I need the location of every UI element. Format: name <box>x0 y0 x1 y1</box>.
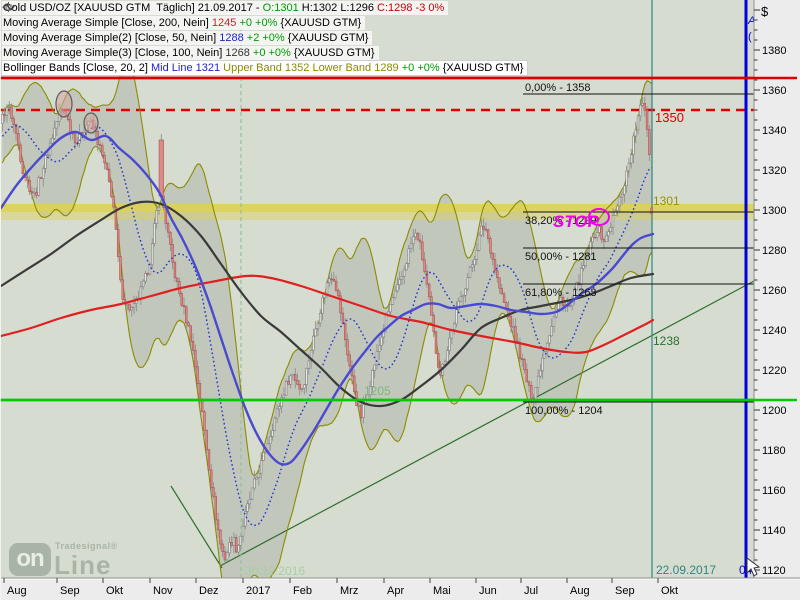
chart-price-label-1238: 1238 <box>653 334 680 348</box>
legend-row-4-part-3: +0 +0% <box>401 61 443 74</box>
sma200-line[interactable] <box>1 274 655 354</box>
legend-row-1[interactable]: Moving Average Simple [Close, 200, Nein]… <box>2 4 366 30</box>
bollinger-fill <box>2 60 652 600</box>
yellow-price-band-core <box>1 204 797 212</box>
price-tick-1140: 1140 <box>762 525 786 537</box>
legend-row-1-part-3: {XAUUSD GTM} <box>280 16 362 29</box>
time-tick-7-Mrz: Mrz <box>340 585 358 597</box>
legend-row-0-part-2: O:1301 <box>262 1 302 14</box>
legend-row-3-part-0: Moving Average Simple(3) [Close, 100, Ne… <box>3 46 226 59</box>
time-tick-5-2017: 2017 <box>246 585 270 597</box>
price-tick-1360: 1360 <box>762 85 786 97</box>
top-circle-annotation-1[interactable] <box>83 112 99 134</box>
price-tick-1280: 1280 <box>762 245 786 257</box>
blue-line-top-fragment-b: ( <box>748 31 752 43</box>
legend-row-0-part-4: L:1296 <box>340 1 378 14</box>
blue-line-top-fragment-a: A <box>747 15 755 27</box>
stop-annotation-text[interactable]: STOP <box>553 212 600 231</box>
indicator-legend: Gold USD/OZ [XAUUSD GTM Täglich] 21.09.2… <box>2 1 528 76</box>
price-axis[interactable] <box>754 0 800 578</box>
legend-row-0-part-5: C:1298 -3 0% <box>377 1 445 14</box>
time-tick-9-Mai: Mai <box>433 585 451 597</box>
rising-trendline[interactable] <box>219 280 755 567</box>
legend-row-4-part-2: Upper Band 1352 Lower Band 1289 <box>223 61 402 74</box>
price-tick-1200: 1200 <box>762 405 786 417</box>
time-tick-1-Sep: Sep <box>60 585 80 597</box>
legend-row-2-part-1: 1288 <box>219 31 247 44</box>
bollinger-mid-line <box>1 124 652 527</box>
price-tick-1340: 1340 <box>762 125 786 137</box>
time-tick-11-Jul: Jul <box>524 585 538 597</box>
legend-row-4-part-4: {XAUUSD GTM} <box>442 61 524 74</box>
price-tick-1380: 1380 <box>762 45 786 57</box>
sma100-line[interactable] <box>1 200 655 408</box>
logo-brand-text: Tradesignal® <box>55 541 118 551</box>
time-tick-2-Okt: Okt <box>106 585 123 597</box>
legend-row-0-part-3: H:1302 <box>301 1 341 14</box>
chart-price-label-1205: 1205 <box>364 384 391 398</box>
fib-level-label-1: 38,20% - 1299 <box>525 215 597 227</box>
legend-row-2-part-2: +2 +0% <box>246 31 288 44</box>
price-tick-1180: 1180 <box>762 445 786 457</box>
legend-row-3-part-2: +0 +0% <box>252 46 294 59</box>
legend-row-3-part-3: {XAUUSD GTM} <box>293 46 375 59</box>
legend-row-3-part-1: 1268 <box>225 46 253 59</box>
legend-row-4[interactable]: Bollinger Bands [Close, 20, 2] Mid Line … <box>2 4 528 75</box>
legend-row-4-part-0: Bollinger Bands [Close, 20, 2] <box>3 61 151 74</box>
time-axis[interactable] <box>1 578 800 600</box>
date-marker-solid-label: 22.09.2017 <box>656 563 716 577</box>
time-tick-13-Sep: Sep <box>615 585 635 597</box>
legend-row-2[interactable]: Moving Average Simple(2) [Close, 50, Nei… <box>2 4 373 45</box>
top-circle-annotation-0[interactable] <box>55 90 73 118</box>
price-tick-1220: 1220 <box>762 365 786 377</box>
time-tick-14-Okt: Okt <box>661 585 678 597</box>
sma50-line[interactable] <box>1 130 655 466</box>
legend-row-0-part-0: Gold USD/OZ [XAUUSD GTM Täglich] <box>3 1 198 14</box>
time-tick-0-Aug: Aug <box>7 585 27 597</box>
legend-row-2-part-3: {XAUUSD GTM} <box>287 31 369 44</box>
time-tick-3-Nov: Nov <box>153 585 173 597</box>
price-tick-1300: 1300 <box>762 205 786 217</box>
price-tick-1260: 1260 <box>762 285 786 297</box>
legend-row-3[interactable]: Moving Average Simple(3) [Close, 100, Ne… <box>2 4 379 60</box>
fib-level-label-3: 61,80% - 1263 <box>525 287 597 299</box>
legend-row-1-part-0: Moving Average Simple [Close, 200, Nein] <box>3 16 212 29</box>
price-tick-1160: 1160 <box>762 485 786 497</box>
stop-circle-annotation-2[interactable] <box>588 208 610 226</box>
mouse-cursor <box>746 557 761 577</box>
time-tick-12-Aug: Aug <box>570 585 590 597</box>
time-tick-6-Feb: Feb <box>293 585 312 597</box>
fib-level-label-2: 50,00% - 1281 <box>525 251 597 263</box>
legend-row-0-part-1: 21.09.2017 - <box>197 1 263 14</box>
time-tick-10-Jun: Jun <box>479 585 497 597</box>
time-tick-4-Dez: Dez <box>199 585 219 597</box>
legend-row-2-part-0: Moving Average Simple(2) [Close, 50, Nei… <box>3 31 220 44</box>
legend-row-0[interactable]: Gold USD/OZ [XAUUSD GTM Täglich] 21.09.2… <box>2 1 449 15</box>
legend-row-1-part-2: +0 +0% <box>239 16 281 29</box>
fib-level-label-0: 0,00% - 1358 <box>525 82 590 94</box>
logo-badge: on <box>9 543 51 576</box>
chart-price-label-1350: 1350 <box>655 110 684 125</box>
legend-row-1-part-1: 1245 <box>211 16 240 29</box>
price-tick-1320: 1320 <box>762 165 786 177</box>
wave-icon <box>2 4 15 10</box>
price-tick-1240: 1240 <box>762 325 786 337</box>
price-axis-ticks <box>754 9 760 571</box>
fib-level-label-4: 100,00% - 1204 <box>525 405 603 417</box>
logo-line-text: Line <box>54 550 112 580</box>
chart-price-label-1301: 1301 <box>653 194 680 208</box>
price-axis-currency: $ <box>761 4 769 19</box>
date-marker-dashed-label: 30.12.2016 <box>245 564 305 578</box>
time-tick-8-Apr: Apr <box>387 585 404 597</box>
price-tick-1120: 1120 <box>762 565 786 577</box>
bollinger-lower-band <box>1 144 653 600</box>
legend-row-4-part-1: Mid Line 1321 <box>150 61 224 74</box>
falling-trendline[interactable] <box>170 485 223 569</box>
